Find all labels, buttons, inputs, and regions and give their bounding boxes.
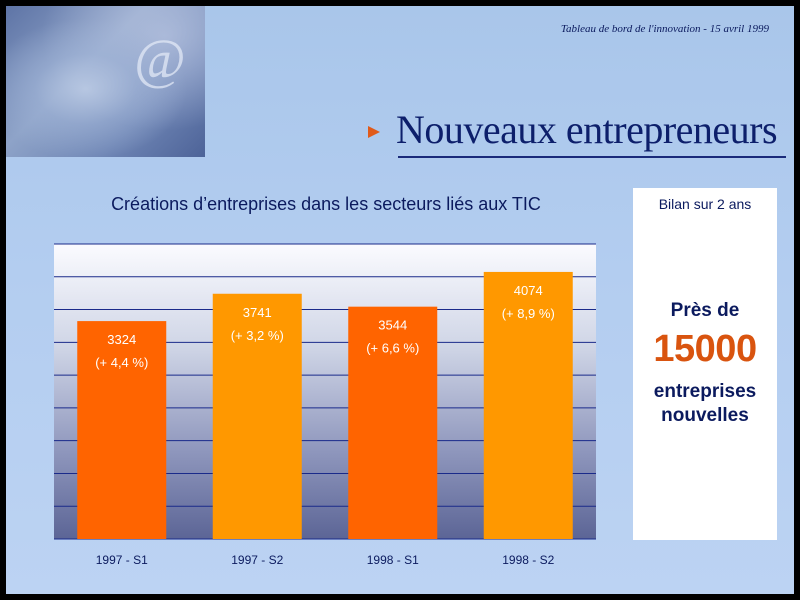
bar [212, 293, 302, 539]
page-title: Nouveaux entrepreneurs [396, 107, 778, 152]
summary-number: 15000 [653, 328, 757, 370]
slide: @ Tableau de bord de l'innovation - 15 a… [6, 6, 794, 594]
x-tick-label: 1997 - S2 [231, 553, 283, 567]
summary-suffix-line1: entreprises [653, 381, 757, 402]
bar-value-label: 4074 [514, 283, 543, 298]
decorative-at-sign-image: @ [6, 6, 205, 157]
summary-prefix: Près de [670, 300, 740, 321]
bar-growth-label: (+ 6,6 %) [366, 341, 419, 356]
bar-chart: 3324 (+ 4,4 %) 1997 - S1 3741 (+ 3,2 %) 1997 … [54, 243, 596, 567]
bar [483, 271, 573, 539]
at-sign-icon: @ [134, 29, 186, 91]
summary-suffix-line2: nouvelles [661, 405, 749, 426]
summary-suffix: entreprises nouvelles [633, 380, 777, 428]
x-tick-label: 1998 - S1 [367, 553, 419, 567]
bar-growth-label: (+ 8,9 %) [502, 306, 555, 321]
title-underline [398, 156, 786, 158]
bar-value-label: 3741 [243, 305, 272, 320]
x-tick-label: 1998 - S2 [502, 553, 554, 567]
header-caption: Tableau de bord de l'innovation - 15 avr… [560, 23, 769, 35]
bar [348, 306, 438, 539]
bar [77, 321, 167, 539]
bar-value-label: 3324 [107, 332, 136, 347]
x-tick-label: 1997 - S1 [96, 553, 148, 567]
title-bullet-arrow-icon [368, 126, 380, 138]
summary-panel: Bilan sur 2 ans Près de 15000 entreprise… [633, 188, 777, 540]
summary-heading: Bilan sur 2 ans [658, 196, 752, 212]
bar-growth-label: (+ 3,2 %) [231, 328, 284, 343]
bar-growth-label: (+ 4,4 %) [95, 355, 148, 370]
chart-title: Créations d’entreprises dans les secteur… [111, 194, 541, 214]
bar-value-label: 3544 [378, 318, 407, 333]
